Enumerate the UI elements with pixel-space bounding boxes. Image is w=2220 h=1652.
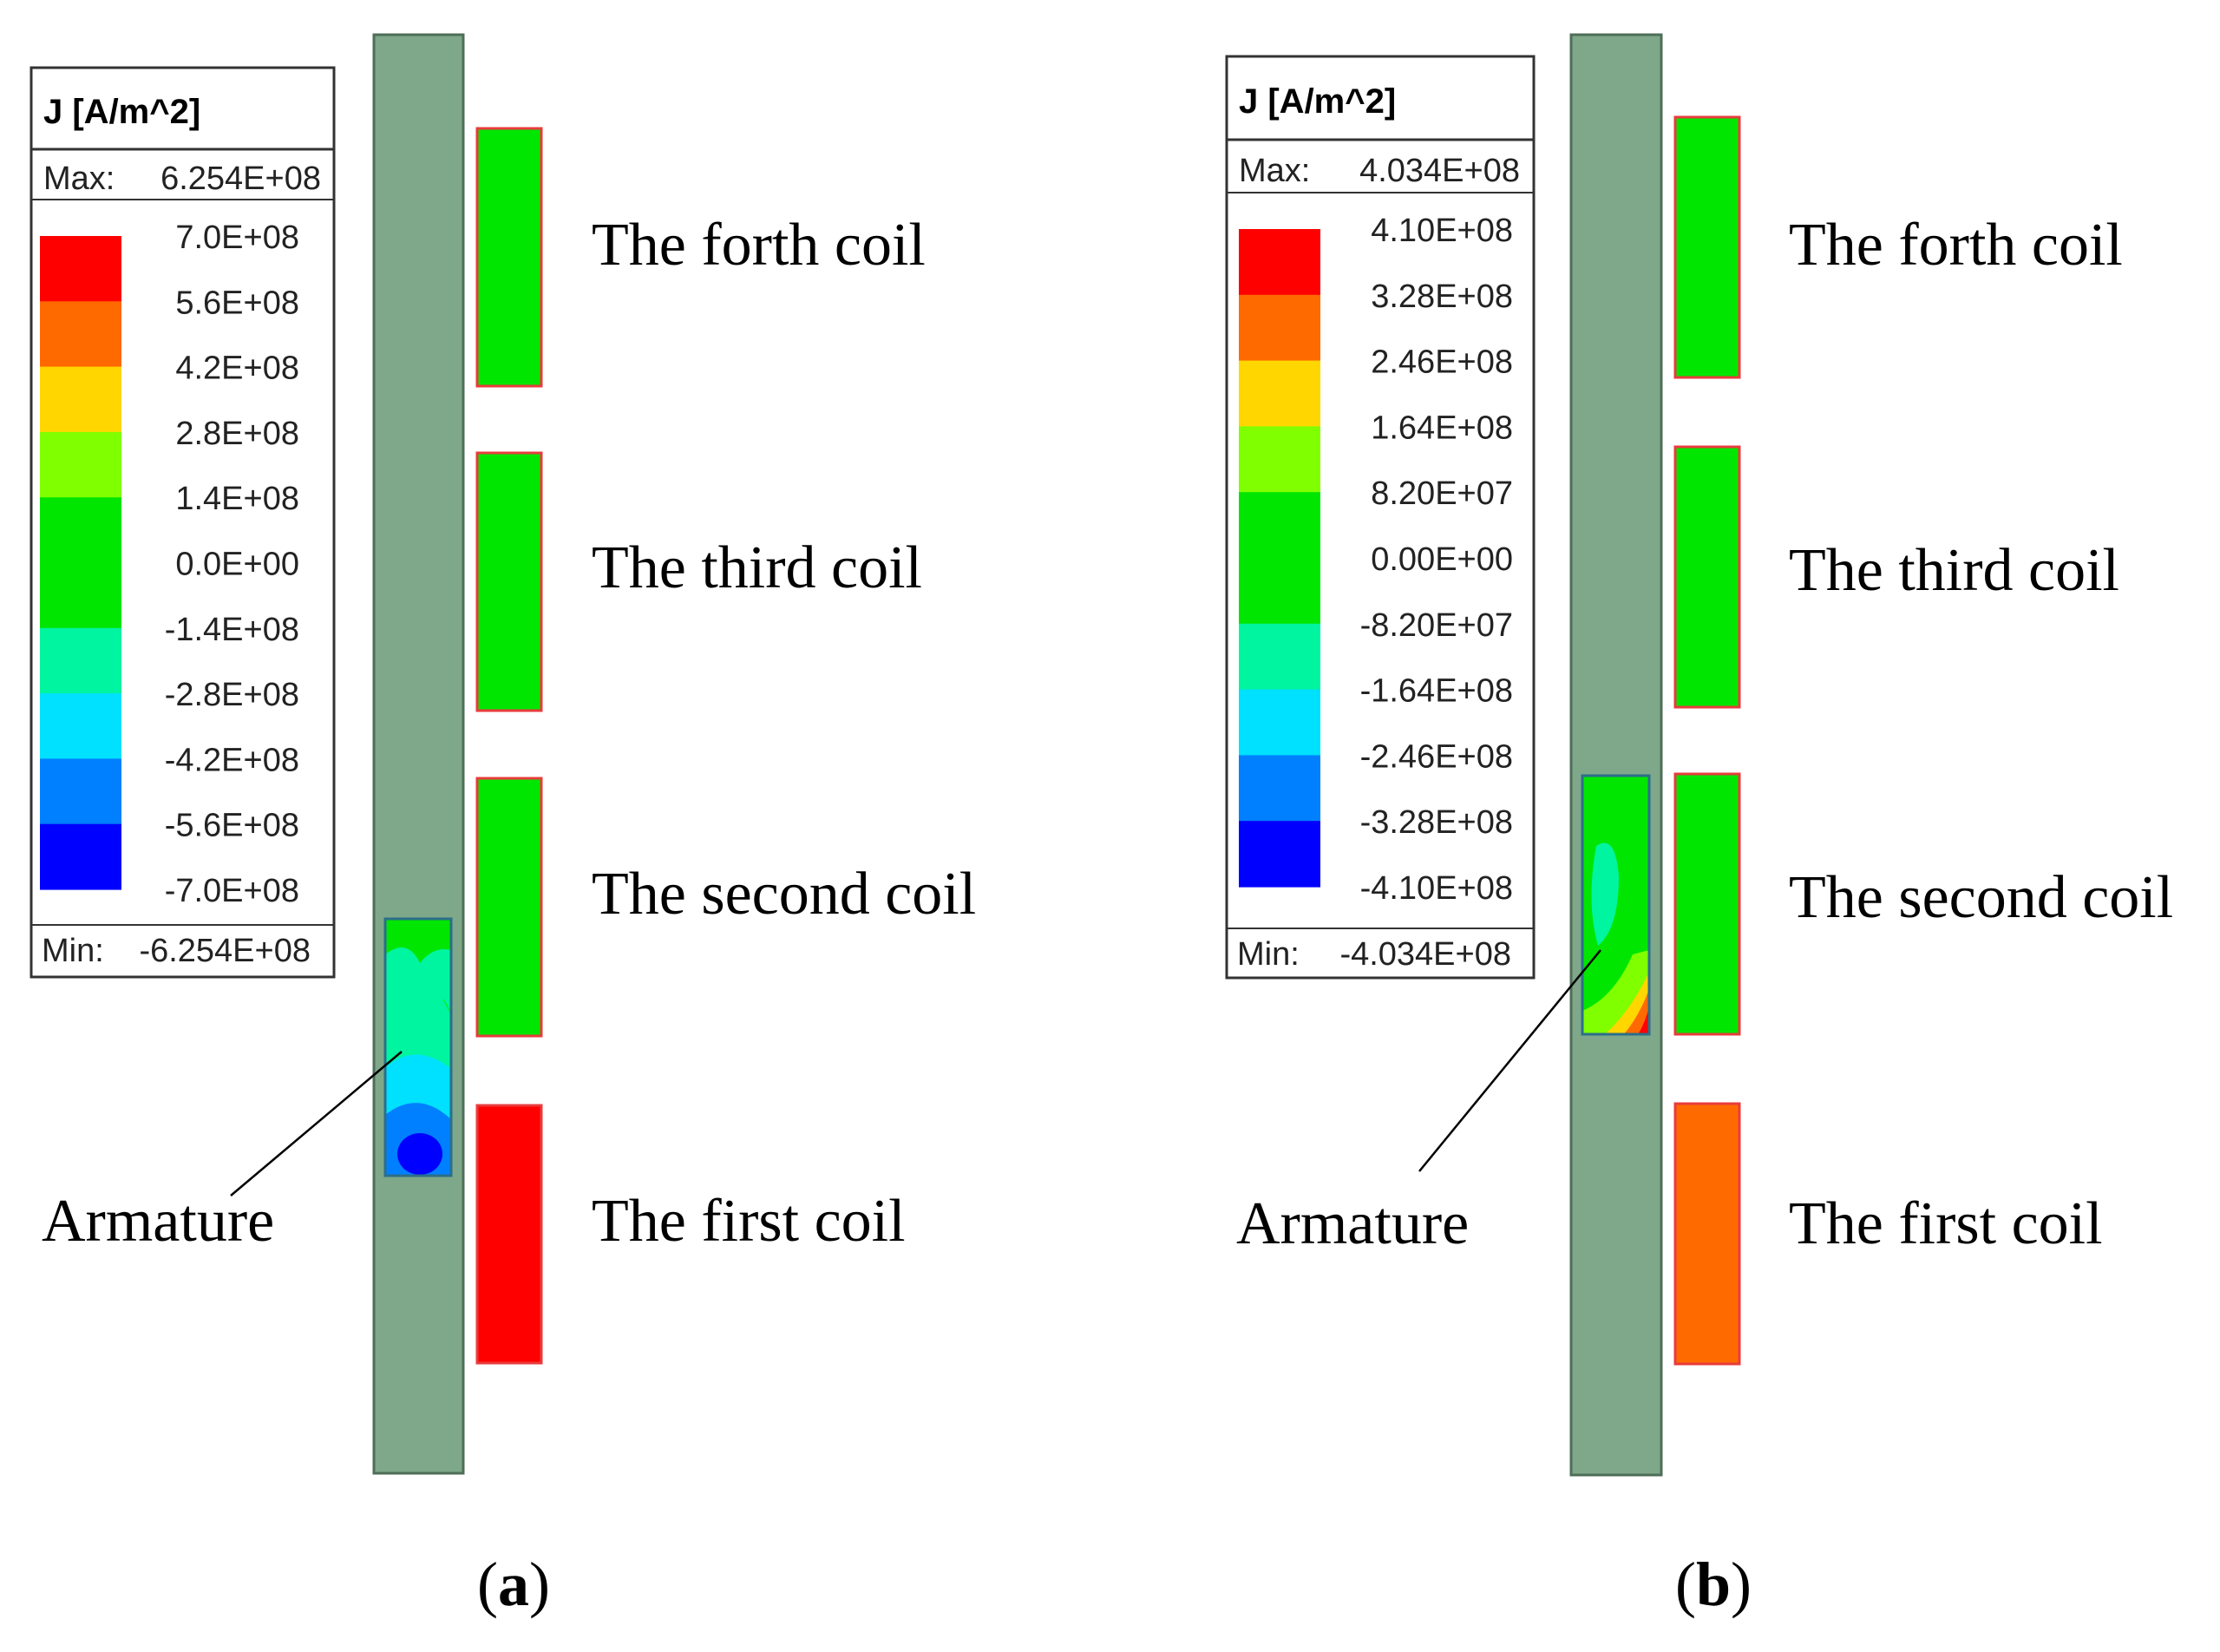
legend-a-level-1: 5.6E+08 [175, 285, 299, 321]
legend-a-level-6: -1.4E+08 [165, 612, 299, 648]
coil-b-4 [1673, 115, 1741, 379]
armature-a-pointer [230, 1051, 403, 1196]
legend-b-level-9: -3.28E+08 [1360, 804, 1513, 841]
legend-a-swatch-5 [40, 562, 121, 629]
legend-a: J [A/m^2] Max: 6.254E+08 Min: -6.254E+08… [29, 66, 336, 979]
legend-b-swatch-4 [1239, 492, 1320, 559]
coils-a [475, 127, 543, 1365]
legend-a-max-value: 6.254E+08 [160, 161, 321, 197]
legend-b-min-label: Min: [1237, 936, 1300, 973]
legend-b-swatch-5 [1239, 558, 1320, 625]
coil-a-1-label: The first coil [592, 1188, 906, 1255]
armature-b [1581, 774, 1651, 1036]
coil-a-3-label: The third coil [592, 534, 922, 601]
coil-a-2-label: The second coil [592, 861, 976, 928]
legend-a-level-5: 0.0E+00 [175, 547, 299, 583]
legend-b-level-6: -8.20E+07 [1360, 607, 1513, 644]
legend-a-swatch-2 [40, 366, 121, 433]
caption-a: (a) [477, 1550, 550, 1619]
legend-b-swatch-3 [1239, 426, 1320, 493]
coil-b-2 [1673, 772, 1741, 1036]
legend-b-colorbar [1239, 229, 1320, 888]
coil-b-3 [1673, 445, 1741, 709]
armature-a [383, 917, 453, 1177]
legend-b-level-8: -2.46E+08 [1360, 738, 1513, 775]
legend-b-swatch-6 [1239, 623, 1320, 691]
legend-a-swatch-9 [40, 823, 121, 890]
legend-a-levels: 7.0E+08 5.6E+08 4.2E+08 2.8E+08 1.4E+08 0.0E+… [165, 220, 299, 909]
legend-b-level-10: -4.10E+08 [1360, 870, 1513, 907]
legend-a-level-2: 4.2E+08 [175, 351, 299, 387]
armature-b-pointer [1418, 949, 1601, 1172]
legend-b-level-7: -1.64E+08 [1360, 673, 1513, 710]
legend-b-max-label: Max: [1239, 153, 1310, 189]
legend-b-min-value: -4.034E+08 [1339, 936, 1511, 973]
legend-b: J [A/m^2] Max: 4.034E+08 Min: -4.034E+08… [1225, 55, 1536, 980]
legend-a-level-7: -2.8E+08 [165, 677, 299, 713]
armature-b-label: Armature [1236, 1190, 1469, 1257]
legend-b-level-5: 0.00E+00 [1371, 541, 1513, 578]
coil-a-4 [475, 127, 543, 388]
legend-a-swatch-0 [40, 236, 121, 302]
caption-b: (b) [1675, 1550, 1752, 1619]
armature-a-label: Armature [42, 1188, 274, 1255]
coils-b [1673, 115, 1741, 1366]
coil-a-4-label: The forth coil [592, 212, 926, 279]
legend-b-level-2: 2.46E+08 [1371, 344, 1513, 381]
legend-b-title: J [A/m^2] [1239, 82, 1396, 121]
legend-a-level-4: 1.4E+08 [175, 481, 299, 517]
coil-b-2-label: The second coil [1789, 864, 2173, 931]
legend-b-swatch-2 [1239, 360, 1320, 427]
legend-b-level-4: 8.20E+07 [1371, 475, 1513, 512]
legend-a-max-label: Max: [43, 161, 115, 197]
legend-b-levels: 4.10E+08 3.28E+08 2.46E+08 1.64E+08 8.20E+07… [1360, 213, 1513, 907]
legend-b-swatch-8 [1239, 755, 1320, 822]
legend-a-swatch-1 [40, 301, 121, 368]
legend-a-colorbar [40, 236, 121, 890]
legend-a-min-value: -6.254E+08 [139, 933, 311, 969]
legend-b-swatch-7 [1239, 689, 1320, 756]
legend-a-swatch-4 [40, 497, 121, 564]
panel-b: J [A/m^2] Max: 4.034E+08 Min: -4.034E+08… [1225, 33, 2173, 1619]
legend-b-swatch-1 [1239, 294, 1320, 362]
legend-a-title: J [A/m^2] [43, 93, 200, 131]
legend-a-swatch-3 [40, 431, 121, 498]
legend-a-swatch-6 [40, 627, 121, 694]
legend-b-swatch-9 [1239, 821, 1320, 888]
legend-a-level-10: -7.0E+08 [165, 873, 299, 909]
legend-a-level-9: -5.6E+08 [165, 808, 299, 844]
legend-b-level-1: 3.28E+08 [1371, 279, 1513, 315]
barrel-b [1569, 33, 1663, 1477]
coil-b-4-label: The forth coil [1789, 212, 2123, 279]
legend-b-max-value: 4.034E+08 [1359, 153, 1520, 189]
coil-b-3-label: The third coil [1789, 537, 2119, 604]
coil-a-1 [475, 1104, 543, 1365]
legend-b-level-3: 1.64E+08 [1371, 410, 1513, 446]
legend-a-swatch-8 [40, 758, 121, 825]
legend-b-swatch-0 [1239, 229, 1320, 296]
legend-a-level-8: -4.2E+08 [165, 742, 299, 778]
legend-b-level-0: 4.10E+08 [1371, 213, 1513, 249]
panel-a: J [A/m^2] Max: 6.254E+08 Min: -6.254E+08… [29, 33, 976, 1619]
barrel-a [372, 33, 465, 1475]
legend-a-level-0: 7.0E+08 [175, 220, 299, 256]
coil-b-1-label: The first coil [1789, 1190, 2103, 1257]
coil-b-1 [1673, 1102, 1741, 1366]
coil-a-3 [475, 451, 543, 712]
legend-a-level-3: 2.8E+08 [175, 416, 299, 452]
legend-a-swatch-7 [40, 693, 121, 759]
legend-a-min-label: Min: [42, 933, 104, 969]
coil-a-2 [475, 777, 543, 1038]
